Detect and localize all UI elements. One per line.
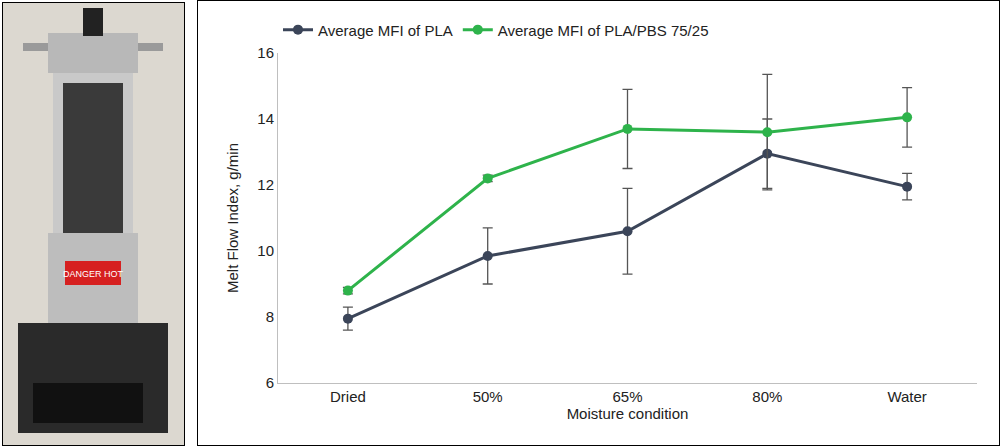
svg-text:Water: Water bbox=[887, 388, 926, 405]
svg-text:6: 6 bbox=[266, 374, 274, 391]
svg-text:8: 8 bbox=[266, 308, 274, 325]
svg-text:Melt Flow Index, g/min: Melt Flow Index, g/min bbox=[224, 143, 241, 293]
svg-text:Average MFI of PLA/PBS 75/25: Average MFI of PLA/PBS 75/25 bbox=[498, 22, 709, 39]
svg-text:Moisture condition: Moisture condition bbox=[567, 405, 689, 422]
svg-text:16: 16 bbox=[257, 44, 274, 61]
svg-text:10: 10 bbox=[257, 242, 274, 259]
svg-text:Average MFI of PLA: Average MFI of PLA bbox=[318, 22, 453, 39]
svg-text:DANGER HOT: DANGER HOT bbox=[63, 269, 124, 279]
svg-text:50%: 50% bbox=[473, 388, 503, 405]
svg-text:65%: 65% bbox=[612, 388, 642, 405]
svg-text:80%: 80% bbox=[752, 388, 782, 405]
svg-text:14: 14 bbox=[257, 110, 274, 127]
svg-text:12: 12 bbox=[257, 176, 274, 193]
svg-text:Dried: Dried bbox=[330, 388, 366, 405]
